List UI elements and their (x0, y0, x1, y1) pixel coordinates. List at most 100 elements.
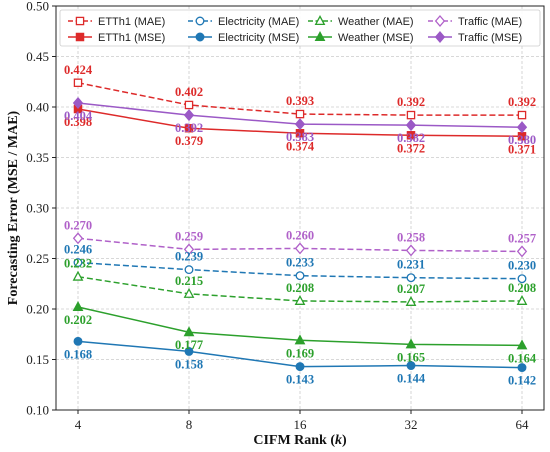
data-label: 0.232 (64, 257, 92, 271)
y-tick-label: 0.45 (26, 49, 49, 64)
legend-marker (75, 32, 85, 42)
series-etth1-mae (73, 78, 527, 120)
data-label: 0.215 (175, 274, 203, 288)
legend-entry: Electricity (MAE) (188, 16, 299, 28)
data-label: 0.169 (286, 346, 314, 360)
data-label: 0.383 (286, 130, 314, 144)
y-tick-label: 0.35 (26, 150, 49, 165)
data-label: 0.164 (508, 351, 537, 365)
data-point-marker (295, 109, 305, 119)
legend-entry: Traffic (MAE) (428, 15, 522, 28)
data-label: 0.259 (175, 229, 203, 243)
series-line (77, 237, 523, 253)
data-label: 0.165 (397, 350, 425, 364)
data-label: 0.392 (175, 121, 203, 135)
legend-marker (434, 31, 446, 43)
data-point-marker (517, 274, 527, 284)
y-tick-label: 0.40 (26, 100, 49, 115)
legend-label: Traffic (MAE) (458, 16, 522, 28)
data-label: 0.404 (64, 109, 93, 123)
y-tick-label: 0.30 (26, 201, 49, 216)
x-tick-label: 8 (186, 417, 193, 432)
legend-marker (195, 32, 205, 42)
legend: ETTh1 (MAE) ETTh1 (MSE) Electricity (MAE) E… (59, 9, 541, 47)
data-point-marker (294, 334, 306, 345)
data-point-marker (406, 110, 416, 120)
data-label: 0.379 (175, 134, 203, 148)
data-label: 0.144 (397, 372, 426, 386)
legend-entry: Weather (MSE) (308, 31, 414, 44)
x-axis: 4 8 16 32 64 (75, 410, 529, 432)
data-label: 0.246 (64, 243, 92, 257)
data-label: 0.382 (397, 131, 425, 145)
data-label: 0.380 (508, 133, 536, 147)
data-label: 0.424 (64, 63, 93, 77)
legend-label: Weather (MAE) (338, 16, 414, 28)
series-line (77, 261, 523, 280)
legend-marker (75, 16, 85, 26)
series-line (77, 82, 522, 116)
data-point-marker (406, 273, 416, 283)
data-point-marker (406, 131, 416, 140)
data-point-marker (73, 258, 83, 267)
legend-marker (195, 16, 205, 26)
data-point-marker (183, 287, 195, 298)
data-point-marker (183, 326, 195, 337)
data-label: 0.142 (508, 374, 536, 388)
legend-marker (314, 15, 326, 26)
data-point-marker (72, 96, 84, 109)
data-label: 0.208 (286, 281, 314, 295)
data-label: 0.202 (64, 313, 92, 327)
data-label: 0.207 (397, 282, 425, 296)
y-axis: 0.10 0.15 0.20 0.25 0.30 0.35 0.40 0.45 0.50 (26, 0, 56, 418)
data-point-marker (295, 271, 305, 281)
data-label: 0.392 (508, 95, 536, 109)
x-axis-title-prefix: CIFM Rank ( (253, 433, 335, 448)
legend-label: Electricity (MSE) (218, 32, 299, 44)
data-point-marker (72, 301, 84, 312)
series-weather-mae (72, 270, 528, 306)
data-label: 0.270 (64, 218, 92, 232)
series-traffic-mse (72, 96, 528, 134)
data-label: 0.258 (397, 230, 425, 244)
x-axis-title-variable: k (335, 433, 342, 448)
data-point-marker (72, 270, 84, 281)
legend-entry: Traffic (MSE) (428, 31, 522, 44)
data-point-marker (72, 232, 84, 245)
data-point-marker (73, 336, 83, 346)
legend-entry: ETTh1 (MSE) (68, 32, 165, 44)
data-label: 0.239 (175, 250, 203, 264)
data-label: 0.393 (286, 94, 314, 108)
legend-label: ETTh1 (MSE) (98, 32, 165, 44)
x-tick-label: 64 (516, 417, 530, 432)
data-label: 0.143 (286, 373, 314, 387)
legend-entry: Electricity (MSE) (188, 32, 299, 44)
x-axis-title: CIFM Rank (k) (253, 433, 347, 448)
data-point-marker (406, 361, 416, 371)
series-traffic-mae (72, 232, 528, 258)
data-point-marker (405, 244, 417, 257)
y-tick-label: 0.10 (26, 403, 49, 418)
y-tick-label: 0.20 (26, 302, 49, 317)
data-label: 0.402 (175, 85, 203, 99)
data-point-marker (516, 339, 528, 350)
x-axis-title-suffix: ) (342, 433, 347, 448)
data-point-marker (405, 338, 417, 349)
legend-marker (434, 15, 446, 27)
x-tick-label: 16 (294, 417, 308, 432)
legend-entry: ETTh1 (MAE) (68, 16, 165, 28)
data-point-marker (517, 110, 527, 120)
data-labels: 0.424 0.402 0.393 0.392 0.392 0.398 0.379 0.374… (64, 63, 537, 388)
data-point-marker (184, 346, 194, 356)
data-label: 0.260 (286, 228, 314, 242)
data-label: 0.168 (64, 347, 92, 361)
data-point-marker (405, 119, 417, 132)
data-point-marker (516, 245, 528, 258)
y-tick-label: 0.15 (26, 352, 49, 367)
series-weather-mse (72, 301, 528, 350)
data-label: 0.177 (175, 338, 203, 352)
data-label: 0.374 (286, 139, 315, 153)
y-axis-title: Forecasting Error (MSE / MAE) (6, 110, 21, 305)
data-label: 0.158 (175, 357, 203, 371)
data-point-marker (183, 109, 195, 122)
